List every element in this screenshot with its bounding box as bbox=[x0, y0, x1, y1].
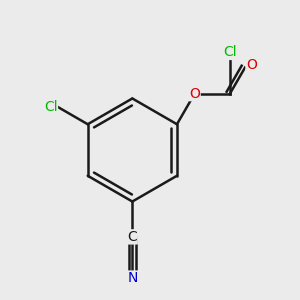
Text: N: N bbox=[127, 271, 137, 285]
Text: O: O bbox=[246, 58, 257, 72]
Text: C: C bbox=[128, 230, 137, 244]
Text: O: O bbox=[189, 87, 200, 100]
Text: Cl: Cl bbox=[223, 45, 237, 59]
Text: Cl: Cl bbox=[44, 100, 57, 114]
